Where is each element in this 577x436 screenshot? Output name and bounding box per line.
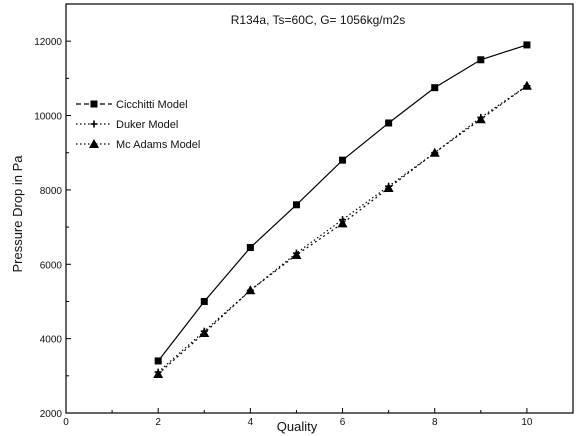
- data-point: [199, 328, 210, 338]
- legend-item: Cicchitti Model: [76, 99, 188, 111]
- chart-title: R134a, Ts=60C, G= 1056kg/m2s: [231, 13, 406, 27]
- x-axis-label: Quality: [277, 419, 318, 434]
- y-tick-label: 12000: [34, 37, 62, 48]
- legend-item: Duker Model: [76, 119, 178, 131]
- series-line: [157, 85, 528, 373]
- data-point: [200, 297, 208, 305]
- series-triangle: [153, 80, 532, 378]
- y-tick-label: 10000: [34, 112, 62, 123]
- x-tick-label: 10: [521, 417, 533, 428]
- data-point: [523, 41, 531, 49]
- data-point: [429, 147, 440, 157]
- plot-frame: [65, 3, 574, 414]
- series-layer: [153, 41, 532, 378]
- x-tick-label: 0: [63, 417, 69, 428]
- data-point: [154, 357, 162, 365]
- y-tick-label: 4000: [40, 335, 63, 346]
- series-line: [157, 44, 528, 362]
- data-point: [431, 84, 439, 92]
- data-point: [383, 183, 394, 193]
- data-point: [475, 114, 486, 124]
- series-line: [157, 85, 528, 375]
- data-point: [339, 156, 347, 164]
- x-tick-label: 6: [340, 417, 346, 428]
- series-plus: [154, 82, 531, 376]
- data-point: [292, 201, 300, 209]
- data-point: [245, 285, 256, 295]
- legend-label: Mc Adams Model: [116, 139, 200, 151]
- data-point: [521, 80, 532, 90]
- y-tick-label: 8000: [40, 186, 63, 197]
- data-point: [246, 244, 254, 252]
- x-tick-label: 8: [432, 417, 438, 428]
- data-point: [337, 218, 348, 228]
- series-square: [154, 41, 531, 365]
- legend-label: Duker Model: [116, 119, 178, 131]
- y-axis-label: Pressure Drop in Pa: [10, 155, 25, 273]
- legend-item: Mc Adams Model: [76, 139, 200, 151]
- legend-marker: [90, 120, 98, 128]
- axis-ticks: 0 2 4 6 8 10 2000 4000 6000 8000 10000 12000: [34, 37, 533, 428]
- data-point: [291, 249, 302, 259]
- data-point: [385, 119, 393, 127]
- y-tick-label: 2000: [40, 409, 63, 420]
- x-tick-label: 4: [248, 417, 254, 428]
- x-tick-label: 2: [155, 417, 161, 428]
- legend-marker: [89, 139, 99, 148]
- legend: Cicchitti Model Duker Model Mc Adams Model: [76, 99, 200, 151]
- legend-marker: [90, 100, 98, 108]
- data-point: [477, 56, 485, 64]
- y-tick-label: 6000: [40, 260, 63, 271]
- legend-label: Cicchitti Model: [116, 99, 188, 111]
- data-point: [153, 368, 164, 378]
